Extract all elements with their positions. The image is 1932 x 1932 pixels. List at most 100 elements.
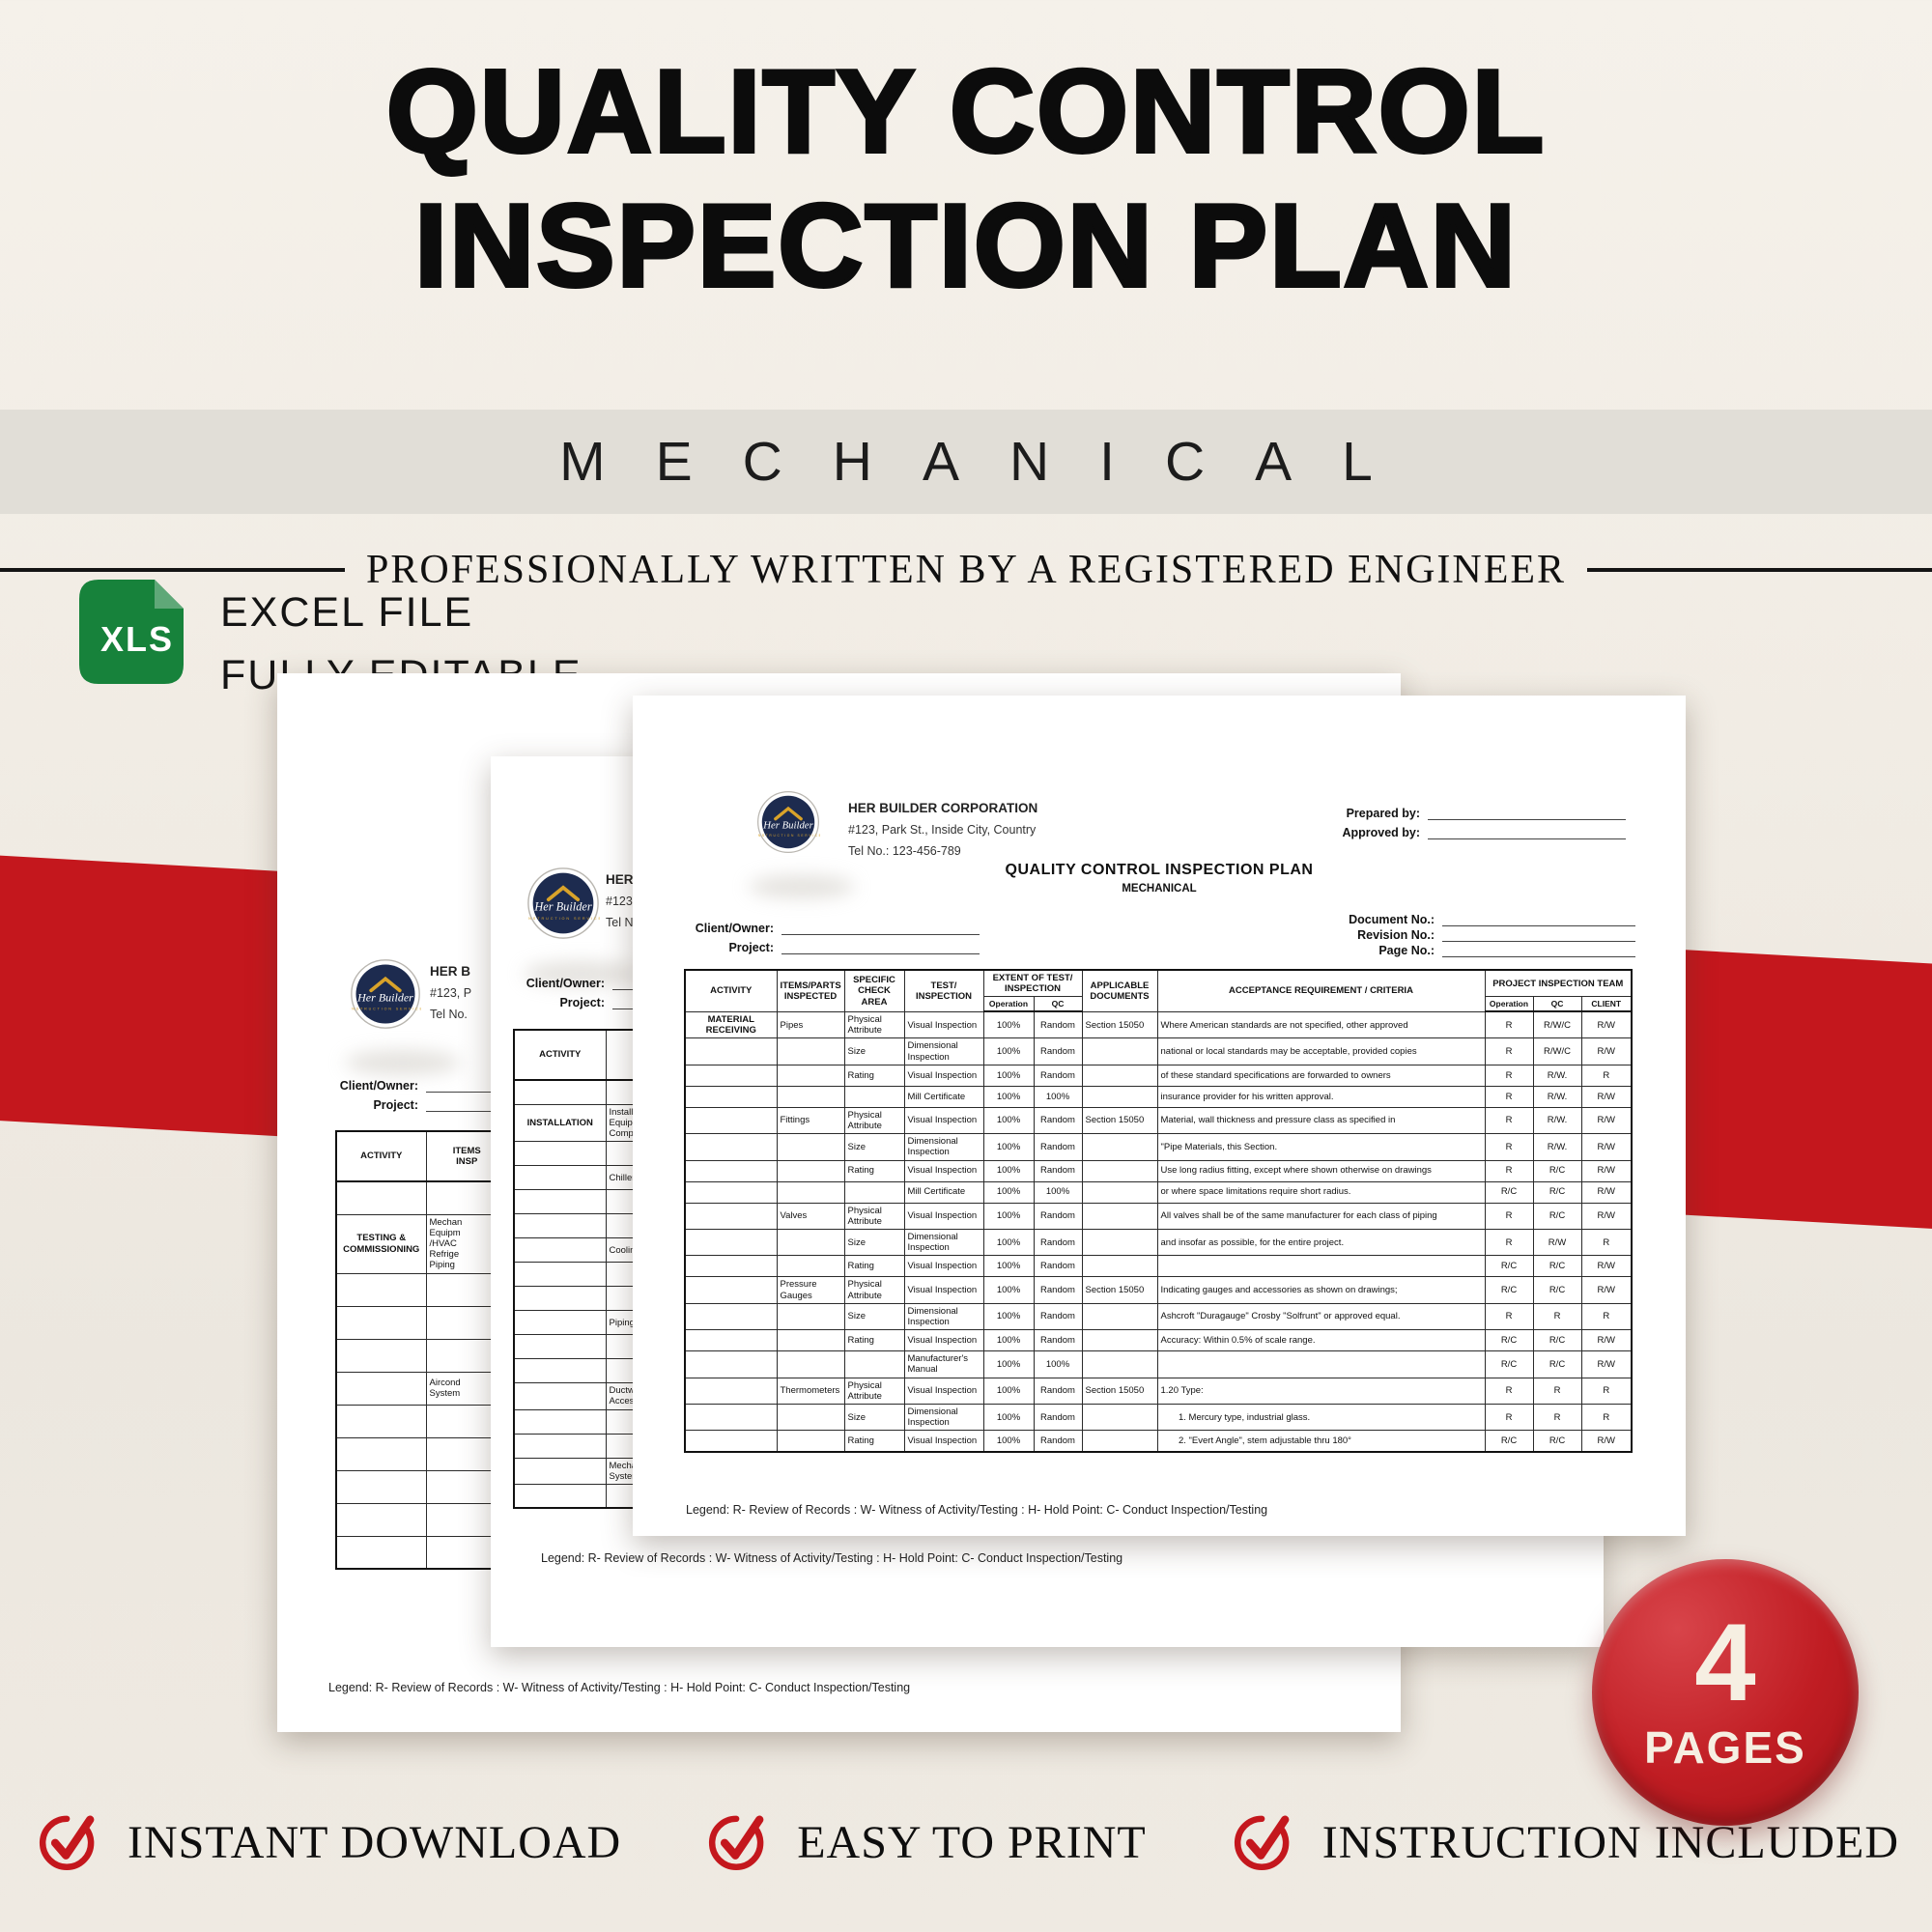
table-cell: Random	[1033, 1064, 1083, 1087]
svg-text:Her Builder: Her Builder	[533, 900, 592, 914]
table-cell: R	[1484, 1377, 1534, 1405]
table-cell	[776, 1228, 845, 1257]
table-cell: R	[1484, 1037, 1534, 1065]
approved-by-label: Approved by:	[1342, 826, 1420, 839]
table-cell: 100%	[982, 1159, 1035, 1182]
table-cell: R	[1580, 1403, 1633, 1432]
page-no-label: Page No.:	[1378, 944, 1435, 957]
approved-by-line	[1428, 826, 1626, 839]
table-cell	[335, 1404, 427, 1438]
company-name: HER BUILDER CORPORATION	[848, 801, 1038, 815]
table-cell	[335, 1305, 427, 1340]
table-cell: and insofar as possible, for the entire …	[1156, 1228, 1486, 1257]
table-row	[335, 1469, 509, 1504]
table-row: Rating Visual Inspection 100% Random Accurac…	[684, 1329, 1633, 1352]
table-cell	[335, 1469, 427, 1504]
table-cell: 100%	[982, 1085, 1035, 1108]
table-cell: EXTENT OF TEST/ INSPECTION	[982, 969, 1083, 998]
table-cell: 100%	[982, 1276, 1035, 1304]
table-cell: R/W.	[1532, 1106, 1582, 1135]
document-no-label: Document No.:	[1349, 913, 1435, 926]
tagline-right-rule	[1587, 568, 1932, 572]
table-cell: Random	[1033, 1302, 1083, 1331]
check-circle-icon	[1228, 1804, 1299, 1881]
feature-easy-to-print: EASY TO PRINT	[702, 1804, 1147, 1881]
table-cell	[513, 1310, 607, 1336]
legend-text: Legend: R- Review of Records : W- Witnes…	[541, 1551, 1123, 1565]
feature-instruction-included: INSTRUCTION INCLUDED	[1228, 1804, 1899, 1881]
table-cell: Random	[1033, 1329, 1083, 1352]
table-cell: R/C	[1484, 1329, 1534, 1352]
table-cell: Random	[1033, 1133, 1083, 1161]
table-cell	[684, 1430, 778, 1453]
page-title: QUALITY CONTROL INSPECTION PLAN	[0, 43, 1932, 313]
table-cell: R/W	[1580, 1106, 1633, 1135]
table-cell	[684, 1302, 778, 1331]
table-cell: R/C	[1532, 1255, 1582, 1278]
table-cell	[335, 1502, 427, 1537]
table-cell: Random	[1033, 1037, 1083, 1065]
table-cell: Indicating gauges and accessories as sho…	[1156, 1276, 1486, 1304]
table-cell: R/C	[1532, 1202, 1582, 1230]
table-cell: 100%	[982, 1133, 1035, 1161]
table-cell: 100%	[982, 1403, 1035, 1432]
table-cell: R	[1484, 1010, 1534, 1039]
table-cell	[335, 1272, 427, 1307]
table-cell	[684, 1085, 778, 1108]
table-cell: Visual Inspection	[903, 1329, 984, 1352]
table-cell: R	[1580, 1302, 1633, 1331]
table-cell	[776, 1430, 845, 1453]
table-cell	[684, 1202, 778, 1230]
revision-no-label: Revision No.:	[1357, 928, 1435, 942]
table-cell: Physical Attribute	[843, 1276, 905, 1304]
company-logo: Her Builder CONSTRUCTION SERVICES	[343, 958, 426, 1035]
feature-row: INSTANT DOWNLOAD EASY TO PRINT INSTRUCTI…	[0, 1804, 1932, 1881]
table-cell: of these standard specifications are for…	[1156, 1064, 1486, 1087]
table-cell: R/W	[1580, 1202, 1633, 1230]
table-cell: Random	[1033, 1430, 1083, 1453]
company-logo: Her Builder CONSTRUCTION SERVICES	[751, 790, 825, 859]
table-cell: Rating	[843, 1430, 905, 1453]
table-cell	[776, 1085, 845, 1108]
table-cell: R	[1532, 1403, 1582, 1432]
table-cell: R/C	[1484, 1180, 1534, 1204]
svg-text:Her Builder: Her Builder	[762, 820, 813, 832]
table-cell: Size	[843, 1133, 905, 1161]
table-cell: QC	[1033, 996, 1083, 1013]
table-cell: MATERIAL RECEIVING	[684, 1010, 778, 1039]
table-cell: Accuracy: Within 0.5% of scale range.	[1156, 1329, 1486, 1352]
table-cell	[684, 1350, 778, 1378]
table-cell: Dimensional Inspection	[903, 1302, 984, 1331]
table-cell	[684, 1329, 778, 1352]
page-title-line2: INSPECTION PLAN	[412, 178, 1518, 313]
table-cell: Visual Inspection	[903, 1106, 984, 1135]
legend-text: Legend: R- Review of Records : W- Witnes…	[328, 1681, 911, 1694]
table-cell: Dimensional Inspection	[903, 1403, 984, 1432]
table-cell	[776, 1159, 845, 1182]
table-cell: R/W/C	[1532, 1010, 1582, 1039]
table-cell: Visual Inspection	[903, 1430, 984, 1453]
table-cell: Manufacturer's Manual	[903, 1350, 984, 1378]
table-cell	[335, 1436, 427, 1471]
table-cell: All valves shall be of the same manufact…	[1156, 1202, 1486, 1230]
inspection-table-partial: ACTIVITY ITEMS INSP TESTING & COMMISSIONIN…	[335, 1130, 509, 1571]
svg-text:CONSTRUCTION SERVICES: CONSTRUCTION SERVICES	[350, 1008, 421, 1011]
svg-text:Her Builder: Her Builder	[356, 990, 413, 1004]
table-cell: R/W	[1580, 1085, 1633, 1108]
table-cell: or where space limitations require short…	[1156, 1180, 1486, 1204]
table-cell: Section 15050	[1081, 1106, 1158, 1135]
svg-text:XLS: XLS	[100, 619, 174, 659]
table-cell	[513, 1165, 607, 1191]
table-cell: Random	[1033, 1106, 1083, 1135]
table-cell: Fittings	[776, 1106, 845, 1135]
table-cell: Pressure Gauges	[776, 1276, 845, 1304]
tagline-left-rule	[0, 568, 345, 572]
table-cell: 100%	[982, 1064, 1035, 1087]
table-cell: Use long radius fitting, except where sh…	[1156, 1159, 1486, 1182]
logo-shadow-smudge	[749, 875, 855, 898]
table-cell	[684, 1377, 778, 1405]
table-cell: 100%	[1033, 1350, 1083, 1378]
table-cell	[684, 1133, 778, 1161]
table-cell: Operation	[982, 996, 1035, 1013]
table-cell	[1081, 1180, 1158, 1204]
